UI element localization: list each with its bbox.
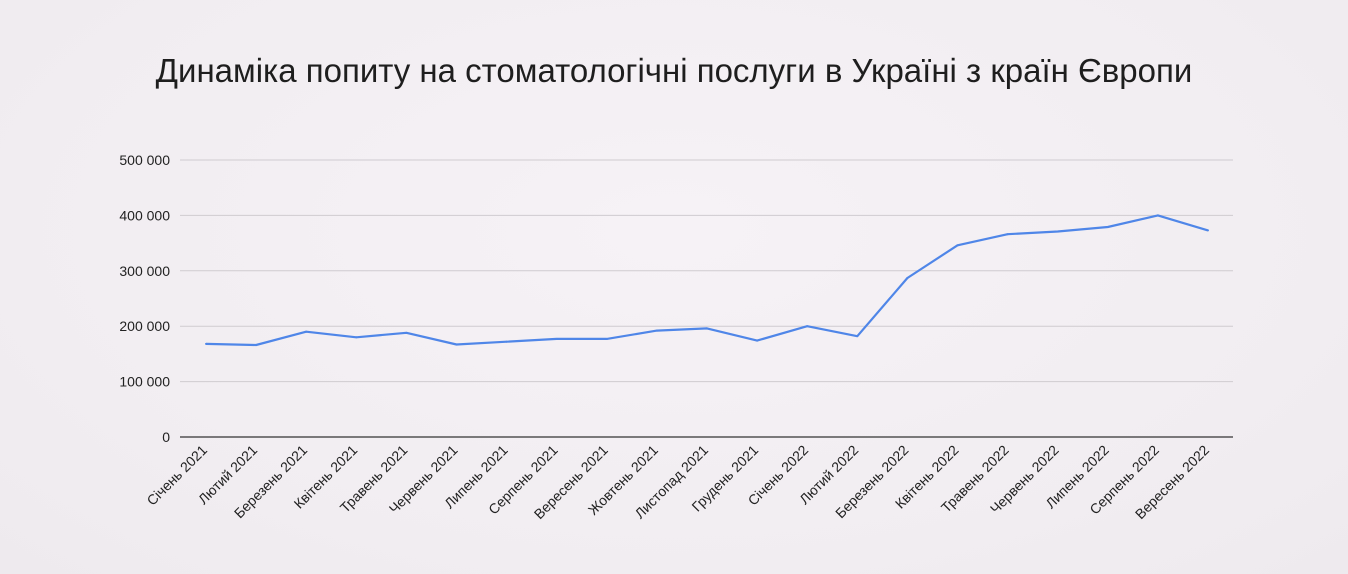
data-point [1006, 233, 1009, 236]
data-point [655, 329, 658, 332]
data-point [956, 244, 959, 247]
data-point [405, 331, 408, 334]
chart-title: Динаміка попиту на стоматологічні послуг… [155, 52, 1193, 89]
y-tick-label: 100 000 [119, 374, 170, 390]
y-tick-label: 300 000 [119, 263, 170, 279]
data-point [706, 327, 708, 330]
data-point [756, 339, 759, 342]
data-point [205, 342, 207, 345]
data-point [1156, 214, 1159, 217]
data-point [305, 330, 308, 333]
y-tick-label: 0 [162, 429, 170, 445]
y-tick-label: 500 000 [119, 152, 170, 168]
data-point [1106, 226, 1109, 229]
data-point [856, 335, 859, 338]
data-point [255, 344, 258, 347]
data-point [1056, 230, 1059, 233]
y-tick-label: 400 000 [119, 207, 170, 223]
data-point [605, 337, 608, 340]
data-point [505, 340, 508, 343]
data-point [806, 325, 809, 328]
data-point [355, 336, 358, 339]
data-point [555, 337, 558, 340]
series-line-path [205, 214, 1209, 347]
data-point [455, 343, 458, 346]
series-line [205, 214, 1209, 347]
data-point [1207, 229, 1209, 232]
data-point [906, 277, 909, 280]
y-tick-label: 200 000 [119, 318, 170, 334]
y-axis-tick-labels: 0 100 000 200 000 300 000 400 000 500 000 [119, 152, 170, 445]
grid-lines [180, 159, 1233, 383]
